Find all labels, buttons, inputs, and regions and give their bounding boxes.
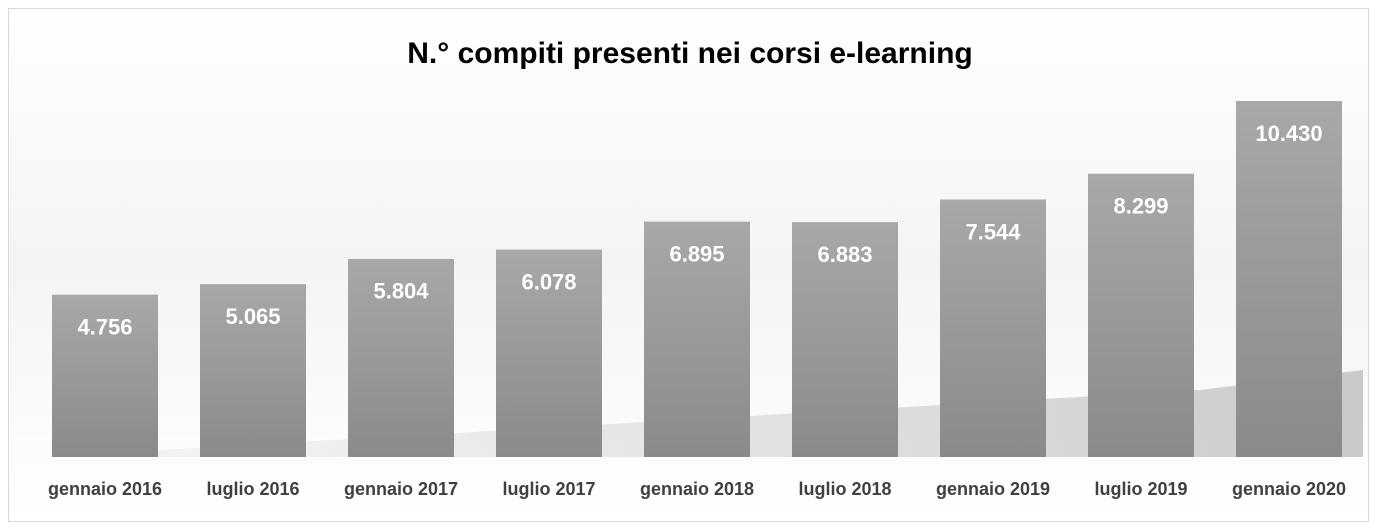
x-tick-label: luglio 2018 xyxy=(798,479,891,499)
bar xyxy=(644,221,750,457)
value-label: 6.883 xyxy=(817,242,872,267)
bar xyxy=(1236,101,1342,457)
x-tick-label: gennaio 2019 xyxy=(936,479,1050,499)
x-tick-label: luglio 2019 xyxy=(1094,479,1187,499)
bar xyxy=(200,284,306,457)
x-tick-label: luglio 2016 xyxy=(206,479,299,499)
x-tick-label: gennaio 2020 xyxy=(1232,479,1346,499)
value-label: 8.299 xyxy=(1113,194,1168,219)
x-tick-label: luglio 2017 xyxy=(502,479,595,499)
value-label: 6.895 xyxy=(669,241,724,266)
value-label: 4.756 xyxy=(77,314,132,339)
value-label: 10.430 xyxy=(1255,121,1322,146)
bar xyxy=(792,222,898,457)
value-label: 6.078 xyxy=(521,269,576,294)
x-tick-label: gennaio 2017 xyxy=(344,479,458,499)
x-tick-label: gennaio 2018 xyxy=(640,479,754,499)
value-label: 5.804 xyxy=(373,279,429,304)
value-label: 7.544 xyxy=(965,219,1021,244)
bar xyxy=(940,199,1046,457)
bar xyxy=(496,249,602,457)
chart-title: N.° compiti presenti nei corsi e-learnin… xyxy=(407,37,972,70)
x-tick-label: gennaio 2016 xyxy=(48,479,162,499)
value-label: 5.065 xyxy=(225,304,280,329)
bar xyxy=(52,294,158,457)
bar xyxy=(1088,173,1194,457)
bar xyxy=(348,258,454,457)
